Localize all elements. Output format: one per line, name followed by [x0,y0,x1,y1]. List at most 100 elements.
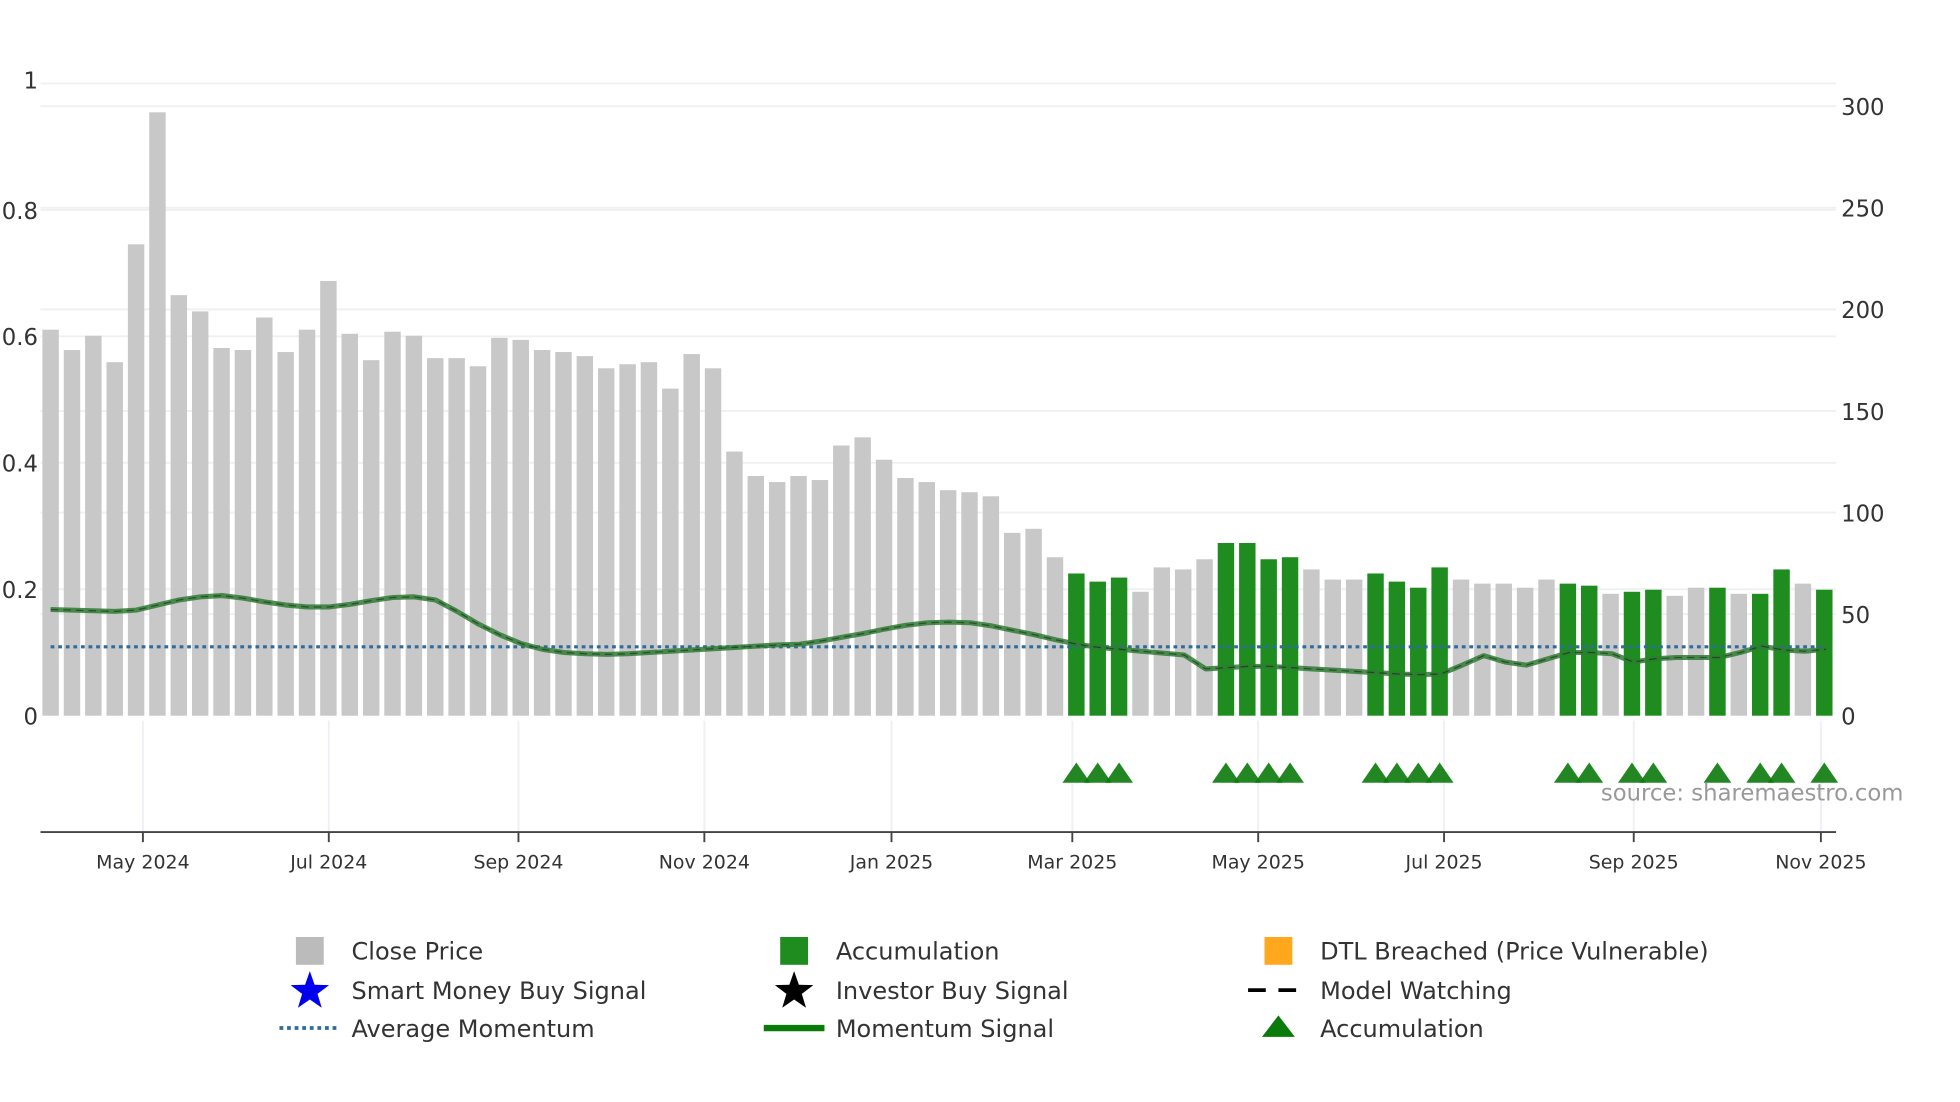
legend-label: Smart Money Buy Signal [352,977,647,1005]
close-price-bar [897,478,914,716]
accumulation-triangle-marker [1618,762,1646,783]
x-axis-tick: Mar 2025 [1027,852,1117,874]
close-price-bar [619,364,636,716]
close-price-bar [320,280,337,716]
accumulation-bar [1260,559,1277,716]
accumulation-triangle-marker [1382,762,1411,783]
close-price-bar [918,482,935,716]
close-price-bar [298,329,316,716]
left-axis-tick: 0.4 [2,452,38,478]
accumulation-bar [1217,543,1235,716]
x-axis-tick: Jul 2024 [289,852,367,874]
close-price-bar [1452,579,1470,716]
close-price-bar [811,480,829,716]
x-axis-tick: Sep 2025 [1589,852,1679,874]
accumulation-bar [1645,589,1662,716]
legend-label: DTL Breached (Price Vulnerable) [1320,938,1709,966]
accumulation-triangle-marker [1361,762,1390,783]
x-axis-tick: Sep 2024 [473,852,563,874]
close-price-bar [170,295,188,716]
close-price-bar [63,350,81,716]
close-price-bar [533,350,551,716]
accumulation-triangle-marker [1062,762,1091,783]
close-price-bar [662,388,679,716]
accumulation-bar [1281,557,1299,716]
close-price-bar [341,333,358,716]
close-price-bar [149,112,166,716]
accumulation-triangle-marker [1703,762,1732,783]
close-price-bar [1004,532,1021,716]
close-price-bar [127,244,145,716]
close-price-bar [256,317,273,716]
close-price-bar [213,347,230,716]
x-axis-tick: Nov 2024 [659,852,750,874]
x-axis-tick: May 2024 [96,852,189,874]
accumulation-bar [1623,591,1641,716]
close-price-bar [1174,569,1192,716]
close-price-bar [1495,583,1512,716]
legend-label: Model Watching [1320,977,1512,1005]
accumulation-triangle-marker [1810,762,1839,783]
legend-label: Accumulation [836,938,1000,966]
close-price-bar [191,311,209,716]
close-price-bar [1303,569,1320,716]
legend-label: Close Price [352,938,484,966]
close-price-bar [1474,583,1491,716]
close-price-bar [854,437,871,716]
accumulation-bar [1388,581,1406,716]
accumulation-bar [1751,593,1769,716]
close-price-bar [555,352,572,716]
accumulation-triangle-marker [1254,762,1283,783]
close-price-bar [726,451,743,716]
right-axis-tick: 250 [1841,197,1884,223]
close-price-bar [1345,579,1363,716]
accumulation-triangle-marker [1404,762,1433,783]
close-price-bar [427,358,444,716]
close-price-bar [939,490,957,716]
close-price-bar [1153,567,1171,716]
accumulation-bar [1410,587,1427,716]
close-price-bar [277,352,294,716]
accumulation-triangle-marker [1083,762,1112,783]
close-price-bar [42,329,59,716]
close-price-bar [597,368,615,716]
close-price-bar [106,362,123,716]
green-square-icon [780,936,809,965]
x-axis-tick: Jul 2025 [1404,852,1482,874]
accumulation-triangle-marker [1276,762,1304,783]
accumulation-triangle-marker [1746,762,1775,783]
close-price-bar [1025,528,1042,716]
close-price-bar [405,335,423,716]
accumulation-bar [1816,589,1833,716]
x-axis-tick: Nov 2025 [1775,852,1866,874]
accumulation-triangle-marker [1553,762,1582,783]
source-label: source: sharemaestro.com [1601,780,1904,806]
close-price-bar [747,475,765,716]
accumulation-bar [1709,587,1726,716]
accumulation-triangle-marker [1425,762,1454,783]
legend-label: Accumulation [1320,1015,1484,1043]
right-axis-tick: 150 [1841,400,1884,426]
right-axis-tick: 0 [1841,705,1855,731]
close-price-bar [234,350,252,716]
left-axis-tick: 0.2 [2,578,38,604]
accumulation-bar [1431,567,1448,716]
close-price-bar [85,335,102,716]
close-price-bar [982,496,1000,716]
legend-label: Average Momentum [352,1015,595,1043]
right-axis-tick: 300 [1841,95,1884,121]
close-price-bar [704,368,722,716]
close-price-bar [833,445,850,716]
x-axis-tick: May 2025 [1211,852,1304,874]
accumulation-bar [1559,583,1577,716]
accumulation-triangle-marker [1575,762,1604,783]
close-price-bar [1046,557,1064,716]
accumulation-bar [1239,543,1256,716]
accumulation-bar [1110,577,1128,716]
accumulation-triangle-marker [1767,762,1796,783]
close-price-bar [1516,587,1534,716]
accumulation-bar [1773,569,1790,716]
accumulation-triangle-marker [1639,762,1668,783]
close-price-bar [1687,587,1705,716]
